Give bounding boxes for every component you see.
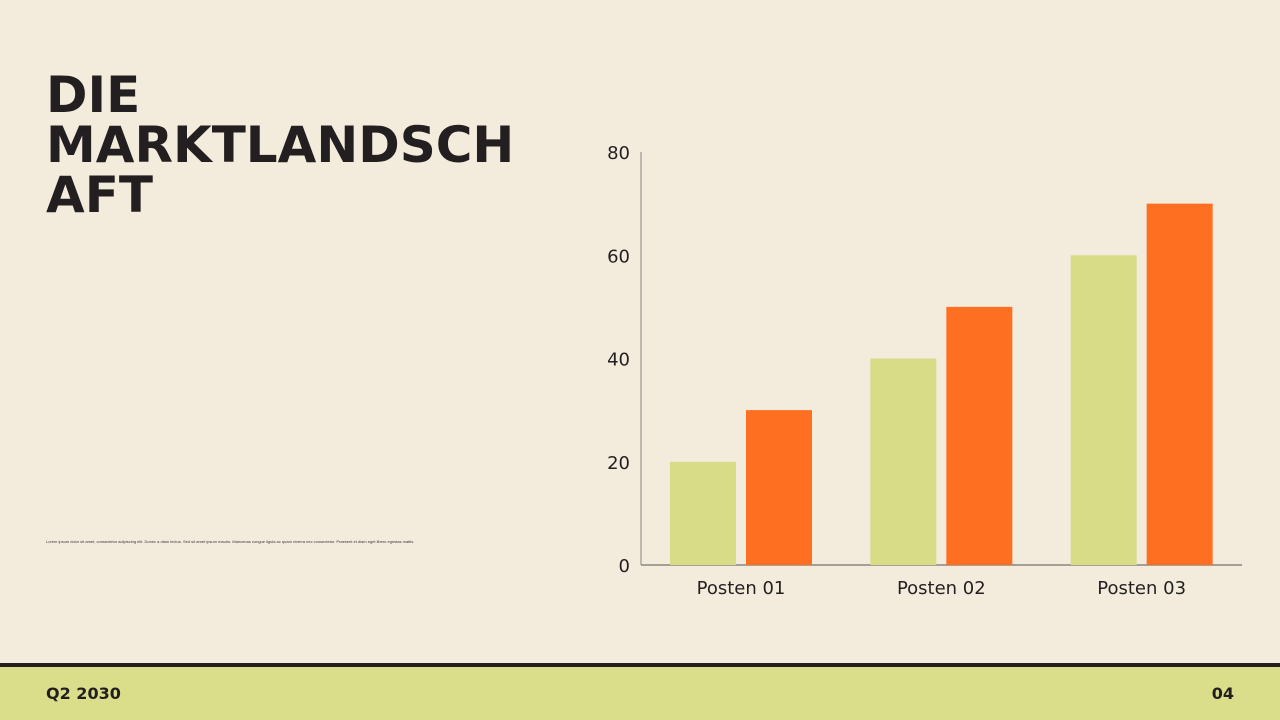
bar-chart: 0 20 40 60 80 Posten 01 Posten 02 Posten 03 <box>607 143 1242 599</box>
page-number: 04 <box>1211 684 1234 703</box>
x-tick-label: Posten 03 <box>1097 578 1186 599</box>
x-tick-label: Posten 01 <box>697 578 786 599</box>
slide-title-line-2: AFT <box>46 166 153 224</box>
slide-title: DIE MARKTLANDSCH AFT <box>46 70 616 220</box>
bar-series-1-1 <box>670 461 736 565</box>
bar-series-2-2 <box>946 306 1013 565</box>
y-tick-label: 20 <box>607 453 630 474</box>
slide-title-line-1: DIE MARKTLANDSCH <box>46 66 515 174</box>
footer-band: Q2 2030 04 <box>0 667 1280 720</box>
body-text: Lorem ipsum dolor sit amet, consectetur … <box>46 539 415 544</box>
y-tick-label: 80 <box>607 143 630 164</box>
bar-series-1-2 <box>870 358 937 565</box>
footer-date: Q2 2030 <box>46 684 121 703</box>
x-tick-label: Posten 02 <box>897 578 986 599</box>
bar-series-2-1 <box>746 410 812 565</box>
footer-divider <box>0 663 1280 667</box>
y-tick-label: 0 <box>619 556 630 577</box>
bar-series-2-3 <box>1146 203 1213 565</box>
y-tick-label: 40 <box>607 350 630 371</box>
y-tick-label: 60 <box>607 246 630 267</box>
bar-series-1-3 <box>1070 255 1137 565</box>
